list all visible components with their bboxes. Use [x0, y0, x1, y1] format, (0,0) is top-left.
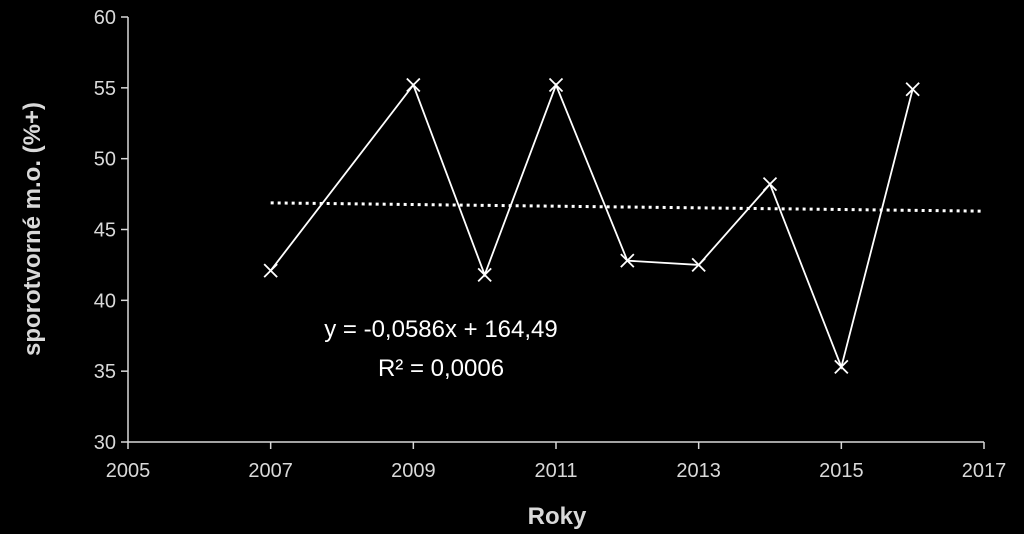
- trendline-equation: y = -0,0586x + 164,49: [324, 316, 558, 343]
- data-point: [905, 82, 920, 97]
- y-tick-label: 55: [94, 78, 116, 100]
- x-tick-label: 2007: [248, 460, 293, 482]
- y-tick-label: 40: [94, 290, 116, 312]
- data-point: [762, 177, 778, 192]
- data-point: [406, 77, 421, 93]
- x-axis-title: Roky: [528, 503, 587, 530]
- trendline: [270, 201, 985, 213]
- x-tick-label: 2005: [106, 460, 151, 482]
- y-tick-label: 45: [94, 220, 116, 242]
- trendline-r-squared: R² = 0,0006: [378, 355, 504, 382]
- x-tick-label: 2017: [962, 460, 1007, 482]
- axes: [121, 16, 985, 449]
- series-group: [263, 77, 920, 375]
- y-tick-label: 35: [94, 361, 116, 383]
- y-tick-label: 30: [94, 432, 116, 454]
- data-point: [620, 253, 635, 268]
- trendline-group: [270, 201, 985, 213]
- tick-labels: 30 35 40 45 50 55 60 2005 2007 2009 2011 2013 2015 20…: [94, 7, 1007, 482]
- y-axis-title: sporotvorné m.o. (%+): [19, 102, 46, 356]
- x-tick-label: 2011: [534, 460, 577, 482]
- data-point: [691, 257, 706, 273]
- data-point: [477, 267, 492, 282]
- y-tick-label: 50: [94, 149, 116, 171]
- data-point: [834, 359, 849, 375]
- data-point: [263, 263, 278, 278]
- data-point: [548, 77, 564, 93]
- x-tick-label: 2013: [676, 460, 721, 482]
- x-tick-label: 2015: [819, 460, 864, 482]
- x-tick-label: 2009: [391, 460, 436, 482]
- y-tick-label: 60: [94, 7, 116, 29]
